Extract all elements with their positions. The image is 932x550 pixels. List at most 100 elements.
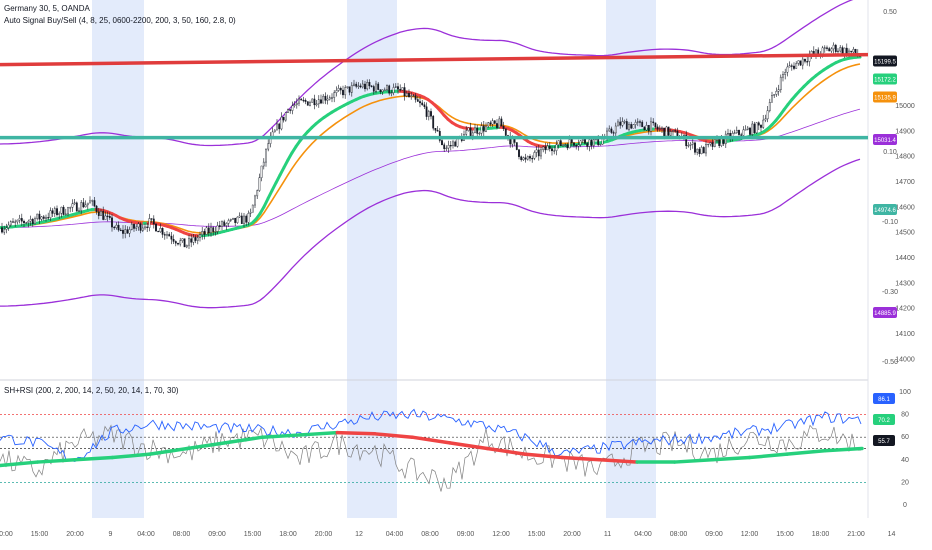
candle-body-18: [40, 216, 43, 220]
candle-body-7: [16, 219, 19, 223]
time-tick-1: 15:00: [31, 531, 49, 538]
resistance-line: [0, 52, 869, 67]
candle-body-189: [416, 99, 419, 102]
candle-body-15: [34, 218, 36, 224]
candle-body-343: [755, 122, 758, 134]
candle-body-113: [249, 212, 252, 214]
candle-body-236: [520, 156, 523, 161]
candle-body-280: [617, 121, 619, 127]
candle-body-131: [289, 109, 292, 111]
candle-body-300: [661, 127, 663, 130]
right-axis-tick-4: -0.30: [882, 289, 898, 296]
time-tick-6: 09:00: [208, 531, 226, 538]
candle-body-283: [623, 121, 626, 123]
candle-body-326: [718, 139, 721, 146]
candle-body-339: [746, 127, 749, 130]
candle-body-137: [302, 99, 305, 102]
osc-badge-text-1: 70.2: [878, 418, 890, 424]
candle-body-366: [806, 61, 809, 63]
candle-body-144: [317, 99, 320, 105]
candle-body-355: [782, 74, 784, 78]
candle-body-132: [291, 105, 294, 111]
candle-body-252: [555, 144, 558, 151]
candle-body-6: [14, 221, 17, 223]
candle-body-120: [265, 148, 267, 163]
candle-body-148: [326, 98, 329, 101]
candle-body-70: [155, 223, 157, 232]
candle-body-254: [559, 140, 562, 146]
time-tick-24: 21:00: [847, 531, 865, 538]
candle-body-248: [546, 145, 549, 151]
rsi-line: [0, 408, 862, 463]
time-tick-13: 09:00: [457, 531, 475, 538]
candle-body-281: [619, 121, 622, 126]
osc-trend-segment-22: [785, 449, 827, 456]
candle-body-104: [229, 219, 232, 221]
candle-body-302: [665, 126, 668, 137]
candle-body-110: [243, 215, 245, 224]
candle-body-140: [309, 102, 311, 106]
candle-body-19: [42, 216, 45, 219]
candle-body-288: [634, 122, 637, 125]
candle-body-89: [196, 237, 199, 241]
candle-body-269: [592, 139, 595, 146]
candle-body-383: [843, 47, 846, 54]
right-axis-tick-0: 0.50: [883, 9, 897, 16]
time-tick-4: 04:00: [137, 531, 155, 538]
candle-body-214: [471, 132, 474, 137]
candle-body-276: [608, 128, 611, 132]
candle-body-129: [284, 112, 287, 121]
candle-body-26: [58, 213, 61, 216]
session-band-1: [347, 0, 397, 518]
candle-body-349: [768, 102, 771, 111]
candle-body-279: [614, 125, 617, 134]
osc-trend-segment-6: [185, 441, 227, 451]
candle-body-25: [56, 208, 58, 216]
price-badge-text-1: 15172.2: [874, 77, 896, 83]
candle-body-380: [837, 50, 839, 53]
candle-body-325: [716, 139, 718, 141]
candle-body-194: [427, 111, 430, 117]
candle-body-116: [256, 190, 259, 197]
candle-body-198: [436, 130, 439, 132]
candle-body-344: [757, 122, 760, 126]
candle-body-90: [199, 234, 201, 239]
candle-body-23: [51, 210, 54, 214]
candle-body-83: [183, 238, 186, 248]
candle-body-273: [601, 138, 604, 145]
oscillator-title: SH+RSI (200, 2, 200, 14, 2, 50, 20, 14, …: [4, 386, 179, 395]
candle-body-51: [113, 226, 116, 229]
candle-body-80: [177, 242, 179, 245]
candle-body-382: [841, 47, 844, 54]
candle-body-180: [397, 86, 399, 90]
candle-body-192: [423, 104, 426, 107]
candle-body-86: [190, 238, 193, 243]
candle-body-212: [467, 127, 470, 131]
candle-body-82: [181, 238, 184, 241]
candle-body-154: [339, 87, 342, 91]
candle-body-371: [817, 49, 820, 54]
candle-body-61: [135, 226, 138, 229]
candle-body-353: [777, 89, 780, 92]
candle-body-174: [383, 89, 386, 91]
candle-body-191: [421, 102, 424, 105]
price-tick-4: 14600: [895, 204, 915, 211]
candle-body-121: [267, 143, 270, 150]
candle-body-314: [691, 142, 694, 145]
candle-body-112: [247, 213, 250, 223]
candle-body-242: [533, 152, 536, 159]
candle-body-223: [491, 120, 494, 125]
price-badge-4: [873, 204, 897, 215]
candle-body-250: [551, 148, 553, 152]
candle-body-96: [212, 227, 215, 232]
candle-body-362: [797, 60, 800, 64]
time-tick-22: 15:00: [776, 531, 794, 538]
candle-body-34: [75, 202, 78, 212]
candle-body-58: [128, 229, 131, 234]
candle-body-205: [452, 141, 454, 146]
candle-body-306: [674, 130, 677, 132]
candle-body-185: [408, 93, 410, 98]
candle-body-379: [834, 44, 837, 52]
candle-body-33: [73, 202, 76, 204]
candle-body-358: [788, 65, 791, 68]
